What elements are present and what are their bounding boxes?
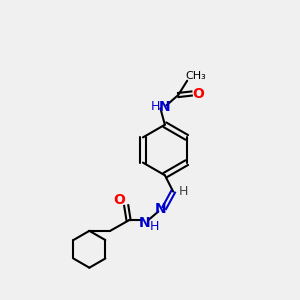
Text: N: N [139,216,150,230]
Text: H: H [150,220,159,233]
Text: N: N [154,202,166,216]
Text: O: O [192,86,204,100]
Text: N: N [158,100,170,114]
Text: O: O [114,193,126,207]
Text: CH₃: CH₃ [185,71,206,81]
Text: H: H [179,185,188,198]
Text: H: H [150,100,160,113]
